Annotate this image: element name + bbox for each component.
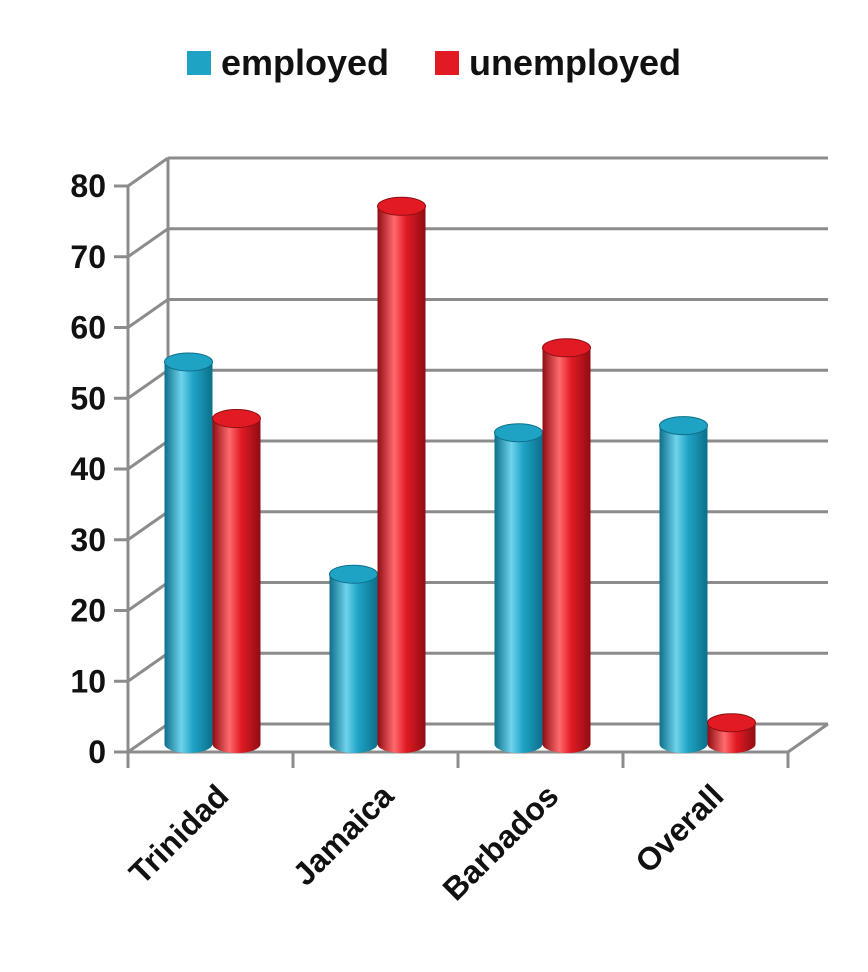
bar-top-unemployed-trinidad [212, 409, 261, 429]
y-tick-label: 30 [70, 522, 106, 558]
bar-employed-barbados [494, 432, 543, 753]
bar-unemployed-jamaica [377, 206, 426, 754]
legend-swatch-employed [186, 51, 211, 75]
y-tick-label: 10 [70, 663, 106, 699]
x-tick-label-jamaica: Jamaica [286, 777, 401, 892]
gridline-side [127, 369, 169, 400]
y-tick-label: 40 [70, 451, 106, 487]
x-tick-label-trinidad: Trinidad [122, 777, 235, 890]
gridline-side [127, 156, 169, 188]
bar-top-employed-jamaica [329, 564, 378, 584]
gridline-side [127, 439, 169, 471]
x-tick-label-overall: Overall [628, 777, 730, 879]
bar-top-employed-barbados [494, 423, 543, 443]
x-tick-label-barbados: Barbados [436, 777, 566, 907]
gridline-side [127, 722, 169, 754]
floor-right-edge [787, 722, 829, 754]
gridline-side [127, 652, 169, 683]
y-tick-label: 0 [88, 734, 106, 770]
gridline-side [127, 581, 169, 612]
bar-top-employed-overall [659, 416, 708, 436]
gridline-side [127, 298, 169, 329]
bar-top-unemployed-jamaica [377, 196, 426, 216]
gridline-side [127, 510, 169, 541]
bar-top-unemployed-overall [707, 713, 756, 733]
y-tick-label: 80 [70, 168, 106, 204]
bar-employed-trinidad [164, 361, 213, 753]
y-tick-label: 50 [70, 380, 106, 416]
y-tick-label: 20 [70, 593, 106, 629]
y-tick-label: 70 [70, 239, 106, 275]
bar-top-employed-trinidad [164, 352, 213, 372]
bar-employed-overall [659, 425, 708, 753]
y-tick-label: 60 [70, 310, 106, 346]
bars [164, 196, 756, 754]
bar-unemployed-barbados [542, 347, 591, 753]
bar-unemployed-trinidad [212, 418, 261, 753]
bar-top-unemployed-barbados [542, 338, 591, 358]
gridline-side [127, 227, 169, 258]
legend-item-unemployed: unemployed [435, 42, 681, 84]
legend-item-employed: employed [186, 42, 389, 84]
legend: employed unemployed [0, 42, 868, 84]
legend-label-employed: employed [220, 42, 389, 83]
legend-label-unemployed: unemployed [469, 42, 682, 83]
legend-swatch-unemployed [435, 51, 459, 75]
bar-employed-jamaica [329, 574, 378, 753]
